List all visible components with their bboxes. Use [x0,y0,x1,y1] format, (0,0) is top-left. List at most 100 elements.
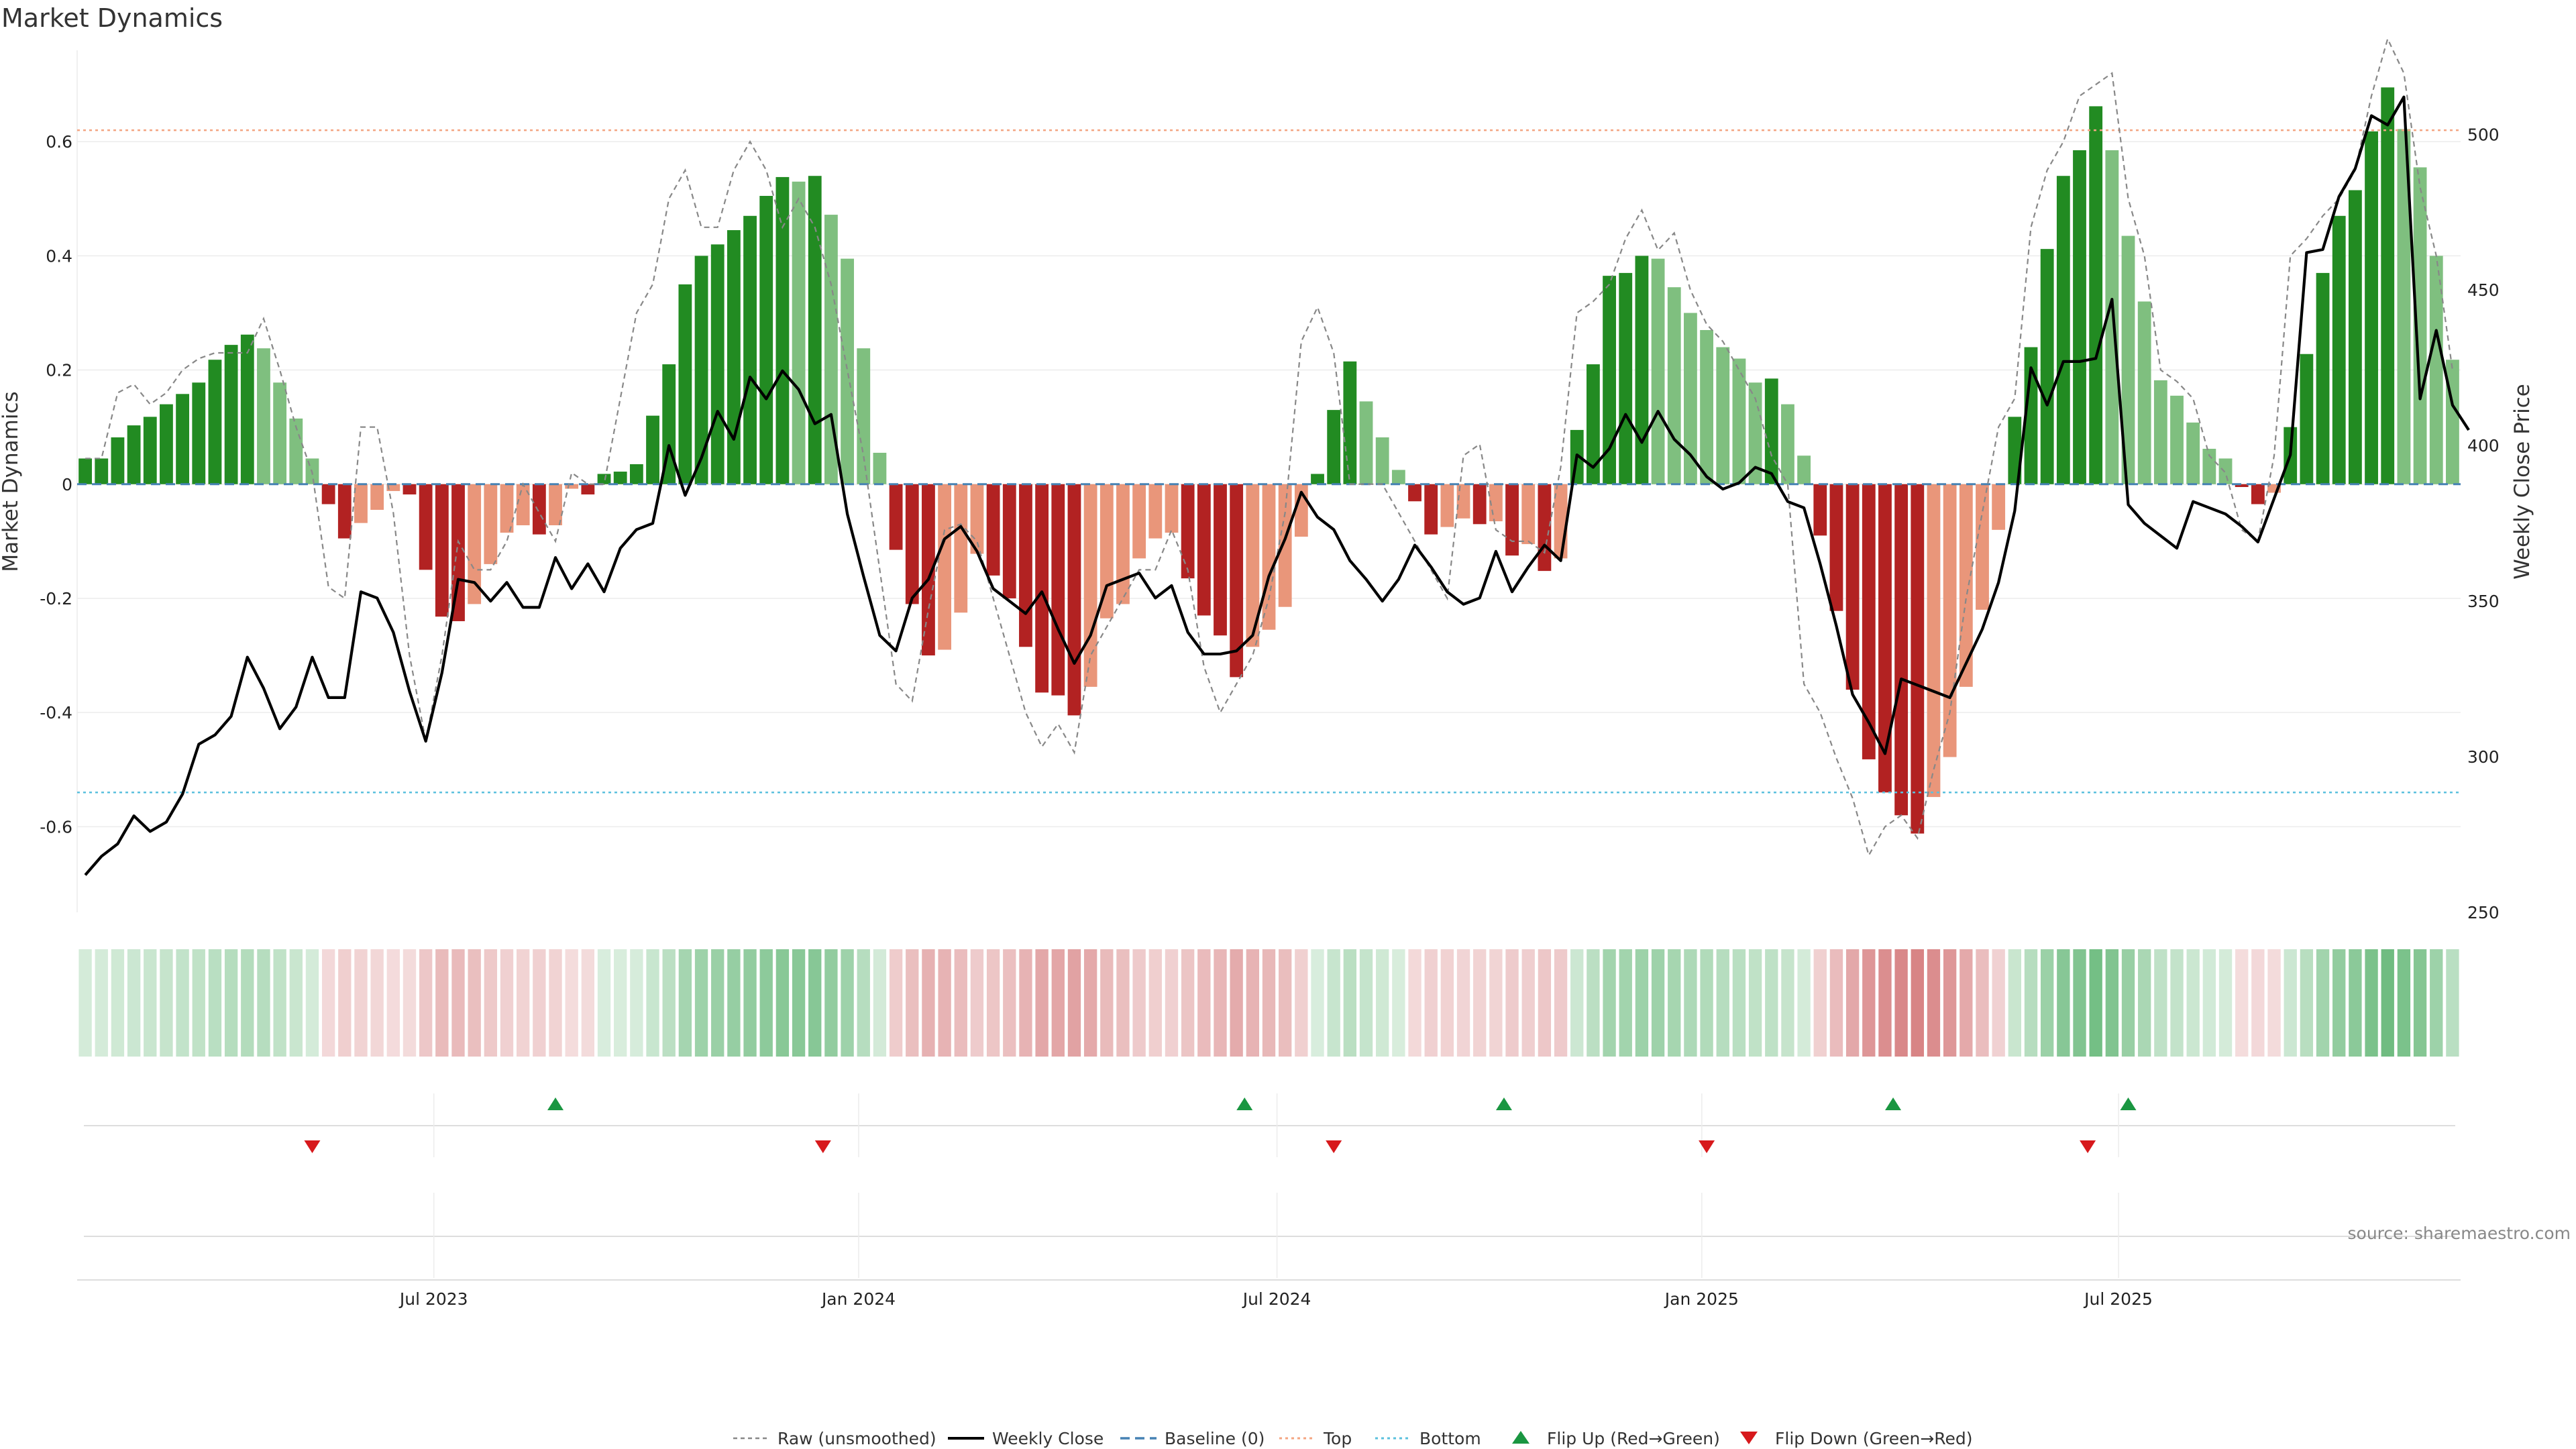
dynamics-bar [1716,347,1730,484]
dynamics-bar [273,382,287,484]
dynamics-bar [1651,258,1665,484]
heat-cell [597,949,611,1057]
heat-cell [78,949,92,1057]
heat-cell [500,949,514,1057]
dynamics-bar [2429,256,2443,484]
dynamics-bar [370,484,384,511]
heat-cell [176,949,189,1057]
legend-label-bottom: Bottom [1419,1429,1481,1448]
dynamics-bar [629,464,643,484]
heat-cell [2041,949,2054,1057]
dynamics-bar [2170,395,2184,484]
dynamics-bar [2300,354,2314,484]
dynamics-bar [1035,484,1049,693]
heat-cell [1829,949,1843,1057]
flip-signal-panel [77,1093,2461,1281]
dynamics-bar [841,258,854,484]
right-tick-label: 450 [2467,280,2500,300]
heat-cell [2218,949,2233,1057]
dynamics-bar [1408,484,1421,502]
dynamics-bar [1538,484,1552,572]
heat-cell [517,949,530,1057]
heat-cell [1051,949,1065,1057]
heat-cell [2154,949,2167,1057]
dynamics-bar [954,484,968,613]
flip-down-marker [814,1140,831,1153]
heat-cell [1197,949,1211,1057]
dynamics-bar [727,230,741,484]
dynamics-bar [2073,150,2086,484]
dynamics-bar [500,484,514,533]
flip-up-marker [547,1097,564,1110]
heat-cell [1684,949,1697,1057]
heat-cell [402,949,417,1057]
heat-cell [1587,949,1600,1057]
dynamics-bar [2348,190,2362,484]
dynamics-bar [2137,301,2151,484]
dynamics-bar [1181,484,1195,579]
dynamics-bar [905,484,919,604]
dynamics-bar [1829,484,1843,611]
dynamics-bar [1148,484,1163,539]
heat-cell [2446,949,2459,1057]
dynamics-bar [78,458,92,484]
heat-cell [95,949,108,1057]
heat-cell [808,949,822,1057]
heat-cell [484,949,498,1057]
heat-cell [2316,949,2330,1057]
dynamics-bar [1959,484,1973,687]
heat-cell [614,949,627,1057]
heat-cell [2300,949,2314,1057]
raw-unsmoothed-line [85,36,2453,857]
legend-label-raw: Raw (unsmoothed) [777,1429,936,1448]
heat-cell [581,949,595,1057]
heat-cell [1359,949,1373,1057]
heat-cell [1392,949,1405,1057]
heat-cell [1748,949,1762,1057]
x-tick-label: Jul 2023 [398,1289,468,1309]
dynamics-bar [1214,484,1227,636]
heat-cell [1148,949,1162,1057]
legend-label-top: Top [1323,1429,1352,1448]
heat-cell [1992,949,2005,1057]
dynamics-bar [1116,484,1130,604]
heat-cell [1376,949,1389,1057]
dynamics-bar [1424,484,1438,535]
flip-down-marker [304,1140,321,1153]
dynamics-bar [759,196,773,484]
flip-down-marker [2080,1140,2096,1153]
heat-cell [1732,949,1746,1057]
heat-cell [1019,949,1032,1057]
dynamics-bar [613,472,627,484]
heat-cell [1181,949,1195,1057]
heat-cell [1311,949,1324,1057]
dynamics-bar [1586,364,1600,484]
heat-cell [2235,949,2249,1057]
dynamics-bar [1894,484,1909,816]
dynamics-bar [1311,474,1324,484]
heat-cell [208,949,222,1057]
heat-cell [1246,949,1259,1057]
legend-label-flipdown: Flip Down (Green→Red) [1775,1429,1973,1448]
heat-cell [841,949,854,1057]
dynamics-bar [160,404,173,484]
dynamics-bar [857,348,871,484]
dynamics-bar [646,415,659,484]
dynamics-bar [1635,256,1649,484]
heat-cell [938,949,951,1057]
right-tick-label: 400 [2467,436,2500,455]
weekly-close-line [84,95,2470,876]
heat-cell [2024,949,2038,1057]
dynamics-bar [597,474,611,484]
heat-cell [1765,949,1778,1057]
flip-up-marker [1495,1097,1512,1110]
x-tick-label: Jul 2024 [1242,1289,1311,1309]
main-gridlines [76,50,2461,912]
dynamics-bar [1667,287,1681,484]
dynamics-bar [451,484,465,621]
dynamics-bar [1165,484,1179,533]
heat-cell [1554,949,1568,1057]
heat-cell [824,949,838,1057]
heat-cell [2267,949,2281,1057]
dynamics-bar [2332,215,2346,484]
